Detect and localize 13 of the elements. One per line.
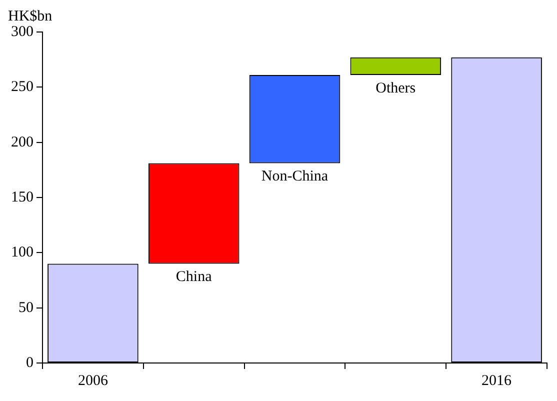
annotation: Non-China — [261, 168, 328, 185]
annotation: Others — [376, 80, 416, 96]
annotation: China — [176, 269, 212, 286]
x-tick-label: 2016 — [482, 372, 512, 389]
y-tick-label: 300 — [11, 24, 34, 40]
y-tick-label: 100 — [11, 244, 34, 261]
y-tick-label: 0 — [26, 354, 34, 371]
x-tick-label: 2006 — [78, 372, 108, 389]
y-axis-title: HK$bn — [8, 8, 53, 24]
y-tick-label: 250 — [11, 79, 34, 96]
y-tick-label: 150 — [11, 189, 34, 206]
y-tick-label: 200 — [11, 134, 34, 150]
y-tick-label: 50 — [18, 300, 34, 316]
